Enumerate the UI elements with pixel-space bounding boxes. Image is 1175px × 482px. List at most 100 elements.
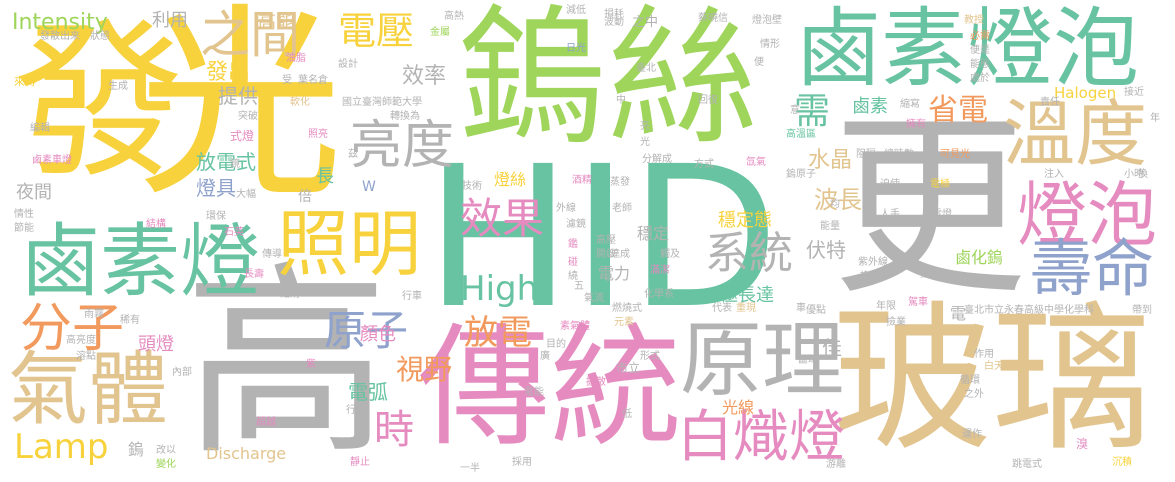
word: 元素 (614, 317, 634, 328)
word: W (362, 179, 376, 195)
word: 波動 (604, 17, 624, 28)
word: 節能 (14, 223, 34, 234)
word: 光線 (722, 398, 755, 417)
word: 結構 (146, 219, 166, 230)
word: 目的 (546, 339, 566, 350)
word: 極長達 (720, 285, 774, 306)
word: 生成 (108, 81, 128, 92)
word: 環保 (206, 211, 226, 222)
word: 指膜 (920, 269, 940, 280)
word: 穩定 (637, 224, 670, 243)
word: 鎢 (128, 440, 145, 459)
word: 需 (794, 91, 831, 132)
word: 老師 (612, 203, 632, 214)
word: 作用 (974, 349, 994, 360)
word: 鎢原子 (786, 169, 816, 180)
word: 更 (832, 94, 1027, 321)
word: 效率 (402, 64, 447, 89)
word: 電 (950, 304, 967, 323)
word: 能態 (970, 59, 990, 70)
word: HID (425, 124, 780, 351)
word: 改以 (156, 445, 176, 456)
word: 白天 (984, 361, 1004, 372)
word: 稀有 (120, 315, 140, 326)
word: 波長 (814, 186, 862, 214)
word: 溶點 (76, 351, 96, 362)
word: High (460, 269, 539, 309)
word: 轉換為 (390, 111, 420, 122)
word: 發出 (206, 60, 251, 85)
word: 時 (374, 407, 414, 453)
word: 高熱 (444, 11, 464, 22)
word: 跳電式 (1012, 459, 1042, 470)
word: 市立 (616, 361, 641, 375)
word: 鎢絲 (458, 0, 759, 166)
word: 氣流 (584, 293, 604, 304)
word: 溫度 (1003, 92, 1148, 176)
word: 電燈 (932, 209, 952, 220)
word: 內部 (172, 367, 192, 378)
word: 光 (138, 0, 343, 225)
word: 均 (830, 199, 840, 210)
word: 注入 (1044, 169, 1064, 180)
word: 能量 (820, 221, 840, 232)
word: 狀態 (90, 31, 110, 42)
word: 小時 (1124, 169, 1144, 180)
word: 達成 (610, 249, 630, 260)
word: 亮 (640, 121, 650, 132)
word: 超越 (256, 417, 276, 428)
word: 高能 (258, 12, 294, 33)
word: 鑑 (568, 239, 578, 250)
word: 低 (622, 409, 632, 420)
word: 來得 (14, 75, 36, 88)
word: 情形 (760, 39, 780, 50)
word: 行車 (402, 291, 422, 302)
word: 教授 (964, 15, 984, 26)
word: 日光 (566, 43, 586, 54)
word: 高亮度 (66, 335, 96, 346)
word: 省電 (928, 93, 988, 128)
word: 意 (790, 105, 800, 116)
word: 一半 (460, 463, 480, 474)
word: 運作 (962, 429, 982, 440)
word: 原子 (324, 306, 409, 355)
word: 鹵素 (852, 96, 888, 117)
word: 區域 (798, 355, 818, 366)
word: 鹵素燈 (20, 215, 260, 308)
word: 金屬 (430, 27, 450, 38)
word: 突破 (238, 111, 258, 122)
word: 壽命 (1030, 232, 1155, 305)
word: 油脂 (286, 53, 306, 64)
word: 繞 (568, 271, 578, 282)
word: 五 (574, 281, 584, 292)
word: 視野 (396, 353, 453, 386)
word: 白熾燈 (677, 405, 845, 470)
word: 技術 (462, 181, 482, 192)
word: 可見光 (940, 149, 970, 160)
word: 臺北 (636, 63, 656, 74)
word: 原理 (680, 313, 845, 408)
word: 發散出來 (40, 31, 80, 42)
word: 形式 (640, 351, 660, 362)
word: 倍 (298, 189, 312, 205)
word: 電極 (930, 179, 950, 190)
word: 長壽 (244, 269, 264, 280)
word: 擴散 (586, 377, 606, 388)
word: 帶到 (1132, 305, 1152, 316)
word: 蒸發 (610, 177, 630, 188)
word: 碰 (568, 257, 578, 268)
word: 酒精 (572, 175, 592, 186)
word: 顏色 (360, 324, 396, 345)
word: 高溫區 (786, 129, 816, 140)
word: 長 (316, 166, 334, 187)
word: 編輯 (30, 123, 50, 134)
word: 撿業 (886, 317, 906, 328)
word: 高 (184, 245, 389, 482)
word: 鹵素車燈 (32, 155, 72, 166)
word: 總時數 (884, 149, 914, 160)
word: 化學系 (644, 289, 674, 300)
word: 縮寫 (900, 99, 920, 110)
word: Lamp (14, 427, 109, 467)
word: 循環 (960, 375, 980, 386)
